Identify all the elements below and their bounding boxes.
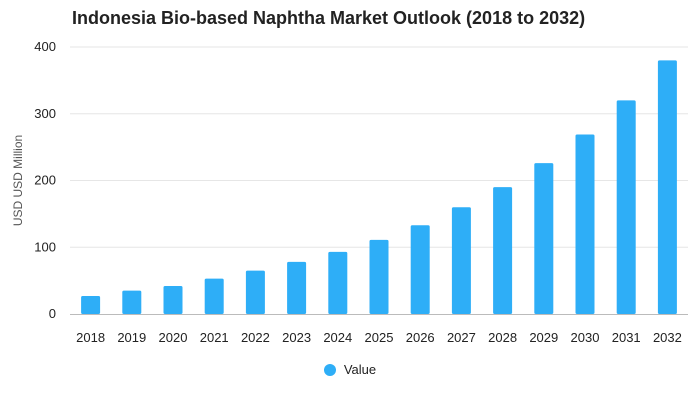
bar [369, 239, 389, 314]
x-tick-label: 2027 [447, 330, 476, 345]
x-tick-label: 2032 [653, 330, 682, 345]
bar [204, 278, 224, 314]
x-tick-label: 2028 [488, 330, 517, 345]
legend: Value [0, 362, 700, 377]
x-tick-label: 2021 [200, 330, 229, 345]
bar [534, 163, 554, 314]
y-axis-title: USD USD Million [11, 135, 25, 226]
legend-swatch-icon [323, 363, 336, 376]
x-tick-label: 2031 [612, 330, 641, 345]
x-tick-label: 2023 [282, 330, 311, 345]
grid-lines [70, 46, 688, 248]
x-tick-label: 2025 [365, 330, 394, 345]
bar [245, 270, 265, 314]
bar [163, 285, 183, 314]
bars [81, 60, 677, 315]
x-tick-label: 2024 [323, 330, 352, 345]
x-tick-label: 2022 [241, 330, 270, 345]
bar [657, 60, 677, 314]
chart-title: Indonesia Bio-based Naphtha Market Outlo… [72, 8, 586, 28]
bar [81, 295, 101, 314]
y-tick-label: 100 [34, 239, 56, 254]
y-tick-label: 0 [49, 306, 56, 321]
legend-label: Value [343, 362, 377, 377]
bar [410, 225, 430, 314]
bar [122, 290, 142, 314]
bar [616, 100, 636, 315]
bar [451, 207, 471, 314]
x-axis-ticks: 2018 2019 2020 2021 2022 2023 2024 2025 2026 2027… [76, 330, 682, 345]
bar [575, 134, 595, 314]
x-tick-label: 2018 [76, 330, 105, 345]
y-axis-ticks: 0 100 200 300 400 [34, 39, 56, 321]
y-tick-label: 200 [34, 173, 56, 188]
bar [328, 251, 348, 314]
x-tick-label: 2026 [406, 330, 435, 345]
bar [493, 187, 513, 314]
x-tick-label: 2019 [117, 330, 146, 345]
y-tick-label: 300 [34, 106, 56, 121]
bar [287, 261, 307, 314]
y-tick-label: 400 [34, 39, 56, 54]
x-tick-label: 2020 [159, 330, 188, 345]
x-tick-label: 2030 [571, 330, 600, 345]
x-tick-label: 2029 [529, 330, 558, 345]
